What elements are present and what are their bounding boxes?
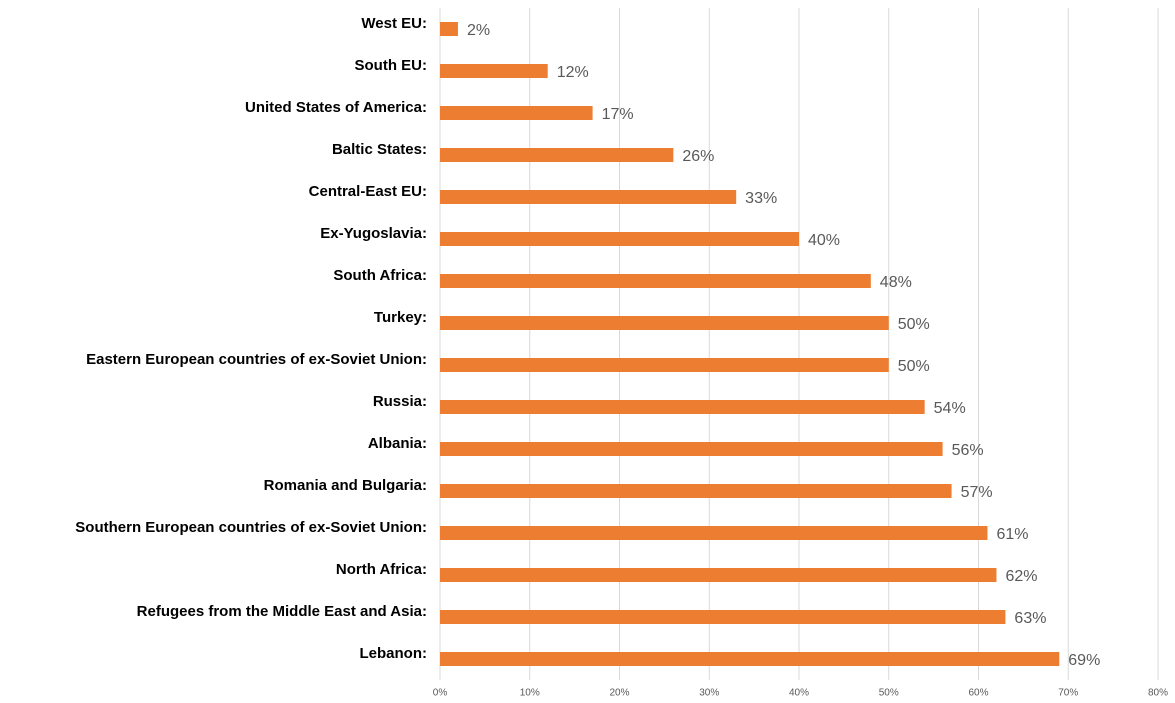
value-label: 17% — [602, 106, 634, 123]
value-label: 40% — [808, 232, 840, 249]
bar — [440, 316, 889, 330]
category-label: Ex-Yugoslavia: — [320, 225, 427, 242]
value-label: 69% — [1068, 652, 1100, 669]
x-tick-label: 80% — [1148, 688, 1168, 699]
value-label: 50% — [898, 358, 930, 375]
value-label: 56% — [952, 442, 984, 459]
bar — [440, 274, 871, 288]
bar — [440, 22, 458, 36]
value-label: 57% — [961, 484, 993, 501]
category-label: Romania and Bulgaria: — [264, 477, 427, 494]
value-label: 26% — [682, 148, 714, 165]
value-label: 33% — [745, 190, 777, 207]
bar — [440, 442, 943, 456]
bar — [440, 526, 988, 540]
category-label: Eastern European countries of ex-Soviet … — [86, 351, 427, 368]
category-label: Albania: — [368, 435, 427, 452]
bar — [440, 652, 1060, 666]
bar — [440, 484, 952, 498]
bar — [440, 190, 737, 204]
value-label: 62% — [1005, 568, 1037, 585]
value-label: 48% — [880, 274, 912, 291]
bar — [440, 148, 674, 162]
value-label: 12% — [557, 64, 589, 81]
x-tick-label: 20% — [609, 688, 629, 699]
value-label: 54% — [934, 400, 966, 417]
value-label: 61% — [996, 526, 1028, 543]
value-label: 50% — [898, 316, 930, 333]
category-label: Russia: — [373, 393, 427, 410]
category-label: South Africa: — [333, 267, 427, 284]
category-label: Baltic States: — [332, 141, 427, 158]
bar — [440, 358, 889, 372]
x-tick-label: 60% — [968, 688, 988, 699]
category-label: United States of America: — [245, 99, 427, 116]
x-tick-label: 10% — [520, 688, 540, 699]
x-tick-label: 70% — [1058, 688, 1078, 699]
x-tick-label: 50% — [879, 688, 899, 699]
bar — [440, 64, 548, 78]
category-label: South EU: — [355, 57, 428, 74]
bar — [440, 232, 799, 246]
bar — [440, 400, 925, 414]
category-label: Central-East EU: — [309, 183, 427, 200]
x-tick-label: 30% — [699, 688, 719, 699]
x-tick-label: 40% — [789, 688, 809, 699]
bar — [440, 568, 997, 582]
value-label: 63% — [1014, 610, 1046, 627]
category-label: Southern European countries of ex-Soviet… — [75, 519, 427, 536]
category-label: North Africa: — [336, 561, 427, 578]
category-label: West EU: — [361, 15, 427, 32]
category-label: Lebanon: — [360, 645, 428, 662]
category-label: Refugees from the Middle East and Asia: — [137, 603, 427, 620]
bar — [440, 106, 593, 120]
value-label: 2% — [467, 22, 490, 39]
x-tick-label: 0% — [433, 688, 448, 699]
category-label: Turkey: — [374, 309, 427, 326]
bar — [440, 610, 1006, 624]
